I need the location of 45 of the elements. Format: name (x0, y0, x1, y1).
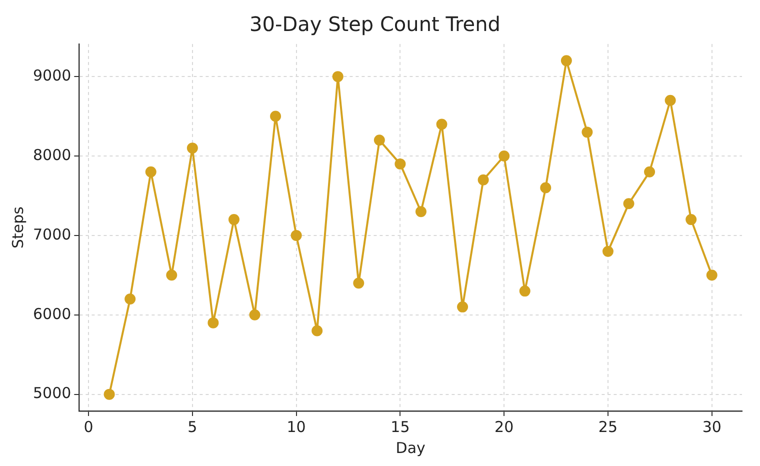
point (186, 142, 198, 154)
point (664, 94, 676, 106)
point (332, 71, 344, 82)
y-tick-label: 5000 (32, 384, 72, 402)
point (582, 126, 593, 138)
point (353, 278, 364, 289)
point (228, 214, 240, 226)
point (623, 198, 634, 210)
point (104, 388, 115, 400)
point (394, 158, 406, 170)
point (124, 293, 136, 304)
point (208, 317, 219, 328)
chart-title: 30-Day Step Count Trend (250, 12, 500, 36)
x-tick-label: 0 (84, 418, 94, 436)
point (644, 166, 656, 178)
point (686, 214, 697, 226)
point (145, 166, 156, 178)
x-tick-label: 10 (286, 418, 306, 436)
point (540, 182, 552, 194)
x-tick-label: 15 (390, 418, 410, 436)
point (415, 206, 426, 218)
point (706, 270, 718, 281)
x-axis-title: Day (396, 438, 426, 457)
point (436, 118, 448, 130)
y-tick-label: 8000 (32, 146, 72, 164)
point (290, 230, 302, 241)
point (166, 270, 178, 281)
point (498, 150, 510, 162)
point (457, 301, 468, 312)
point (312, 325, 323, 336)
point (374, 134, 385, 146)
point (478, 174, 489, 186)
point (560, 55, 572, 66)
y-tick-label: 6000 (32, 304, 72, 323)
x-tick-label: 5 (188, 418, 198, 436)
point (602, 246, 614, 257)
y-tick-label: 9000 (32, 66, 72, 84)
point (270, 110, 282, 122)
y-axis-title: Steps (8, 206, 27, 248)
point (249, 309, 260, 320)
x-tick-label: 20 (494, 418, 514, 436)
x-tick-label: 30 (702, 418, 722, 436)
y-tick-label: 7000 (32, 225, 72, 244)
point (519, 286, 530, 297)
x-tick-label: 25 (598, 418, 618, 436)
